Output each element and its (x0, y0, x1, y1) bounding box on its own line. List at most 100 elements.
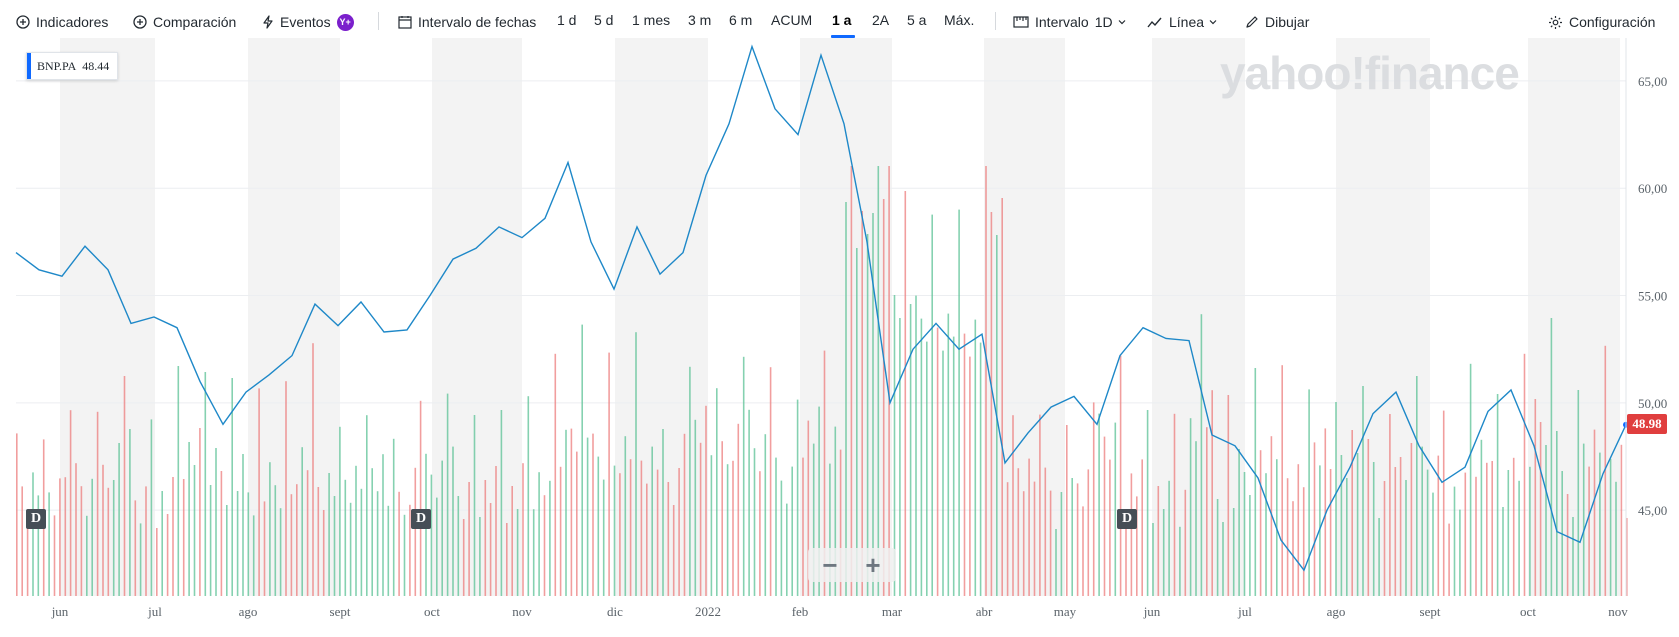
volume-bar (317, 487, 320, 596)
volume-bar (1448, 523, 1450, 596)
x-tick-label: jun (51, 604, 69, 619)
volume-bar (1017, 468, 1020, 596)
comparison-button[interactable]: Comparación (133, 12, 236, 32)
gear-icon (1549, 15, 1562, 29)
dividend-marker[interactable]: D (411, 509, 431, 529)
volume-bar (791, 466, 793, 596)
range-6m[interactable]: 6 m (729, 12, 753, 28)
volume-bar (1572, 517, 1574, 596)
volume-bar (1114, 422, 1117, 596)
volume-bar (699, 442, 702, 596)
indicators-button[interactable]: Indicadores (16, 12, 108, 32)
volume-bar (382, 454, 384, 596)
range-acum[interactable]: ACUM (771, 12, 813, 28)
volume-bar (888, 166, 890, 596)
volume-bar (1502, 507, 1504, 596)
volume-bar (392, 438, 395, 596)
volume-bar (1060, 492, 1063, 596)
range-3m[interactable]: 3 m (688, 12, 712, 28)
volume-bar (1071, 478, 1073, 596)
range-5d[interactable]: 5 d (594, 12, 614, 28)
volume-bar (629, 459, 632, 596)
range-1a[interactable]: 1 a (832, 12, 852, 28)
volume-bar (419, 400, 422, 596)
volume-bar (1529, 466, 1531, 596)
volume-bar (1238, 449, 1240, 596)
volume-bar (48, 492, 50, 596)
volume-bar (1372, 462, 1375, 596)
volume-bar (247, 492, 250, 596)
draw-button[interactable]: Dibujar (1245, 12, 1309, 32)
volume-bar (920, 318, 923, 596)
volume-bar (1162, 509, 1165, 596)
volume-bar (436, 497, 438, 596)
volume-bar (1545, 445, 1547, 596)
volume-bar (1308, 389, 1310, 596)
range-5a[interactable]: 5 a (907, 12, 927, 28)
range-1d[interactable]: 1 d (557, 12, 577, 28)
price-chart[interactable]: 65,00 60,00 55,00 50,00 45,00 jun jul ago sept o… (0, 38, 1679, 637)
volume-bar (608, 352, 610, 596)
volume-bar (349, 502, 352, 596)
volume-bar (1475, 476, 1477, 596)
volume-bar (26, 509, 29, 596)
volume-bar (1615, 481, 1617, 596)
volume-bar (96, 411, 99, 596)
volume-bar (694, 419, 697, 596)
volume-bar (376, 491, 379, 596)
volume-bar (145, 486, 147, 596)
volume-bar (1125, 510, 1127, 596)
range-2a[interactable]: 2A (872, 12, 890, 28)
volume-bar (1577, 390, 1580, 596)
volume-bar (1534, 399, 1537, 596)
dividend-marker[interactable]: D (26, 509, 46, 529)
volume-bar (834, 426, 837, 596)
date-interval-button[interactable]: Intervalo de fechas (398, 12, 536, 32)
symbol-legend[interactable]: BNP.PA 48.44 (26, 52, 119, 80)
month-band (432, 38, 522, 596)
interval-value: 1D (1094, 14, 1113, 30)
volume-bar (1012, 415, 1014, 596)
volume-bar (37, 495, 40, 596)
volume-bar (1453, 486, 1456, 596)
volume-bar (306, 470, 309, 596)
dividend-marker[interactable]: D (1117, 509, 1137, 529)
volume-bar (1351, 430, 1353, 596)
volume-bar (1098, 413, 1100, 596)
volume-bar (473, 415, 476, 596)
volume-bar (290, 494, 293, 596)
settings-button[interactable]: Configuración (1548, 12, 1655, 32)
zoom-out-button[interactable]: − (822, 550, 838, 580)
range-1mes[interactable]: 1 mes (632, 12, 671, 28)
volume-bar (936, 327, 939, 596)
volume-bar (1206, 427, 1208, 596)
volume-bar (457, 496, 460, 596)
volume-bar (1464, 472, 1467, 596)
volume-bar (1254, 368, 1257, 596)
volume-bar (1432, 492, 1434, 596)
events-button[interactable]: Eventos Y+ (262, 12, 354, 32)
volume-bar (1421, 446, 1423, 596)
volume-bar (1378, 518, 1380, 596)
volume-bar (979, 342, 982, 596)
volume-bar (86, 515, 88, 596)
volume-bar (172, 477, 174, 596)
range-max[interactable]: Máx. (944, 12, 975, 28)
volume-bar (1496, 394, 1499, 596)
comparison-label: Comparación (153, 14, 237, 30)
zoom-in-button[interactable]: + (865, 550, 881, 580)
volume-bar (414, 467, 417, 596)
x-tick-label: ago (239, 604, 258, 619)
chart-type-button[interactable]: Línea (1147, 12, 1218, 32)
volume-bar (1383, 481, 1386, 596)
plus-circle-icon (133, 15, 147, 29)
lightning-icon (263, 15, 273, 29)
toolbar-divider (995, 12, 996, 30)
volume-bar (716, 388, 718, 596)
x-axis-ticks: jun jul ago sept oct nov dic 2022 feb mar abr may ju… (51, 604, 1629, 619)
interval-button[interactable]: Intervalo 1D (1013, 12, 1127, 32)
volume-bar (112, 480, 115, 596)
volume-bar (1033, 481, 1036, 596)
volume-bar (1556, 431, 1558, 596)
volume-bar (1259, 450, 1262, 596)
